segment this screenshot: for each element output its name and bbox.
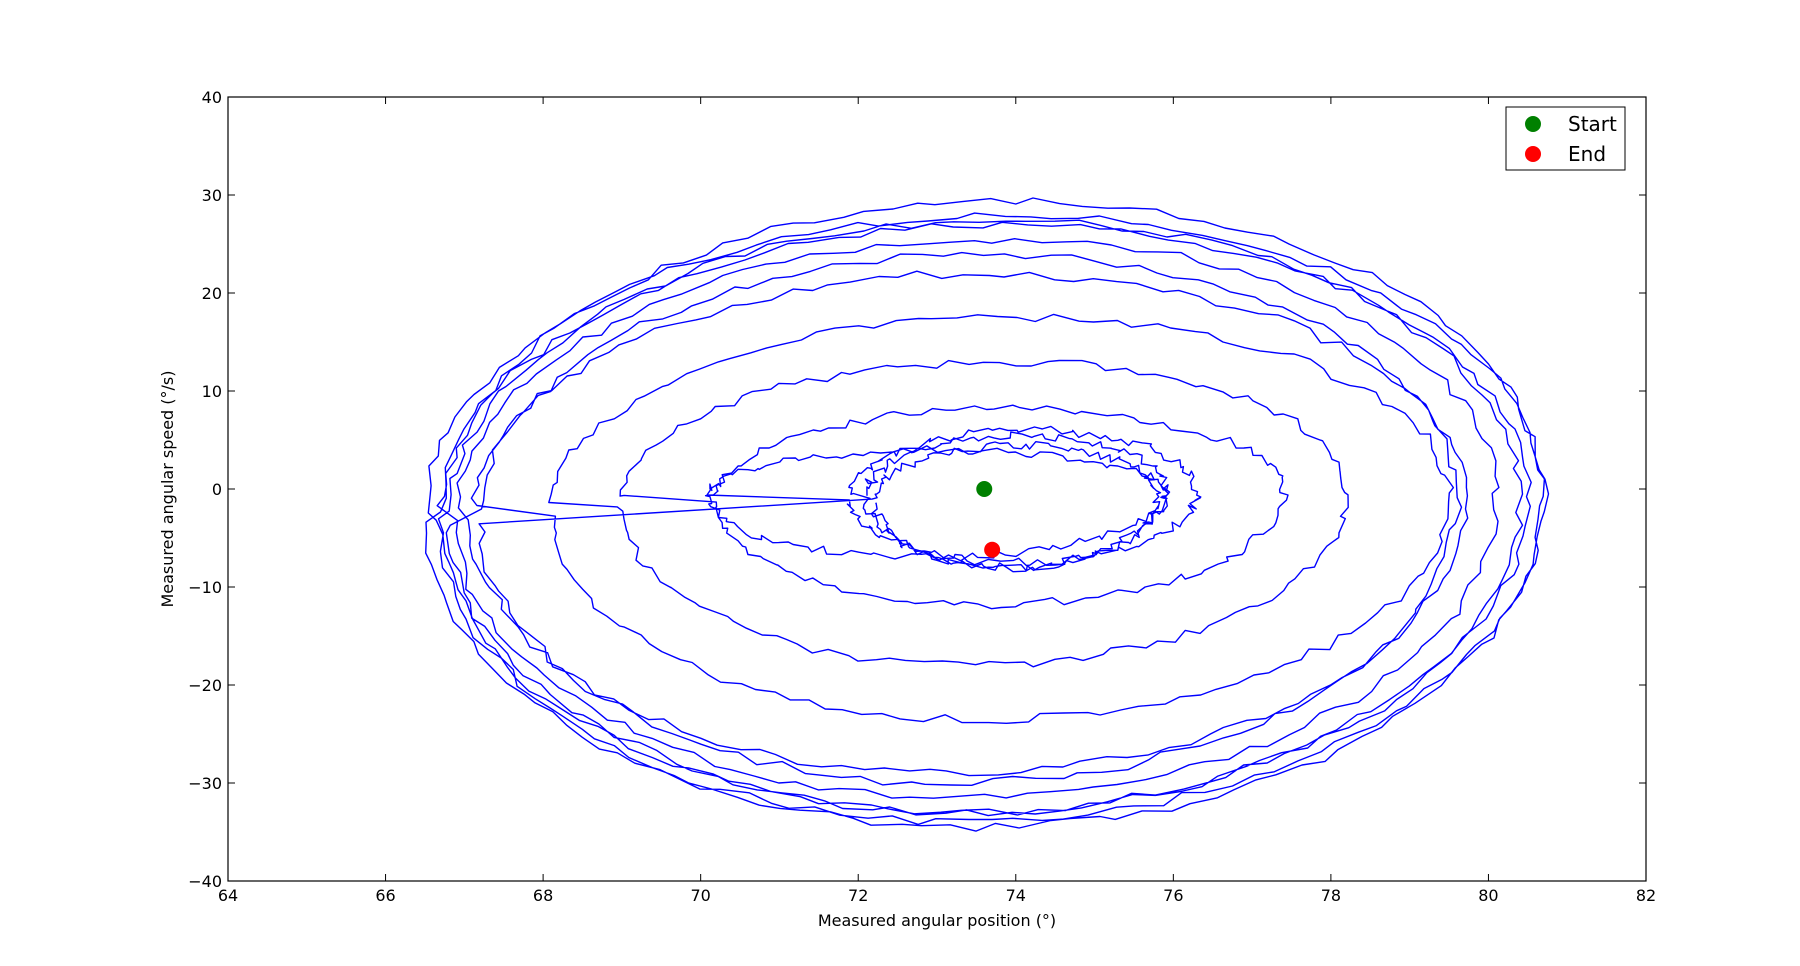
x-tick-label: 82 bbox=[1636, 886, 1656, 905]
x-axis-label: Measured angular position (°) bbox=[818, 911, 1056, 930]
y-tick-label: −20 bbox=[188, 676, 222, 695]
legend-label-start: Start bbox=[1568, 112, 1617, 136]
x-tick-label: 70 bbox=[690, 886, 710, 905]
x-tick-label: 76 bbox=[1163, 886, 1183, 905]
y-tick-label: 0 bbox=[212, 480, 222, 499]
axis-ticks: 64 66 68 70 72 74 76 78 80 82 40 30 20 10 0 −10 −20 −30 −4… bbox=[188, 88, 1656, 905]
y-tick-label: 30 bbox=[202, 186, 222, 205]
legend-label-end: End bbox=[1568, 142, 1606, 166]
end-marker bbox=[984, 541, 1001, 558]
x-tick-label: 74 bbox=[1006, 886, 1026, 905]
x-tick-label: 68 bbox=[533, 886, 553, 905]
y-tick-label: 10 bbox=[202, 382, 222, 401]
x-tick-label: 64 bbox=[218, 886, 238, 905]
x-tick-label: 72 bbox=[848, 886, 868, 905]
start-marker bbox=[976, 481, 993, 497]
y-tick-label: −10 bbox=[188, 578, 222, 597]
trajectory-line bbox=[425, 197, 1550, 832]
legend-box bbox=[1505, 106, 1626, 171]
y-tick-label: 40 bbox=[202, 88, 222, 107]
y-axis-label: Measured angular speed (°/s) bbox=[158, 370, 177, 607]
plot-area bbox=[425, 197, 1550, 832]
y-tick-label: 20 bbox=[202, 284, 222, 303]
legend-marker-start bbox=[1525, 116, 1541, 132]
x-tick-label: 78 bbox=[1321, 886, 1341, 905]
y-tick-label: −30 bbox=[188, 774, 222, 793]
x-tick-label: 80 bbox=[1478, 886, 1498, 905]
legend: Start End bbox=[1505, 106, 1626, 171]
y-tick-label: −40 bbox=[188, 872, 222, 891]
x-tick-label: 66 bbox=[375, 886, 395, 905]
legend-marker-end bbox=[1525, 146, 1541, 162]
